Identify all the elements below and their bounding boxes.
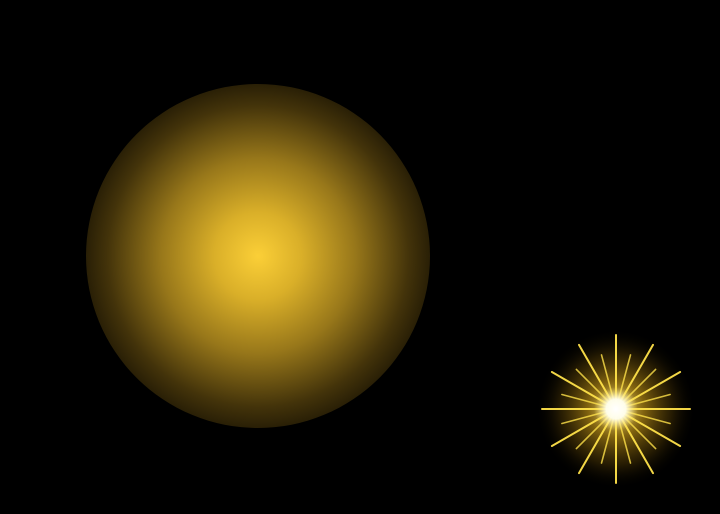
sparkle-starburst-icon [536,329,696,489]
glow-orb-icon [86,84,430,428]
starburst-core [594,387,638,431]
